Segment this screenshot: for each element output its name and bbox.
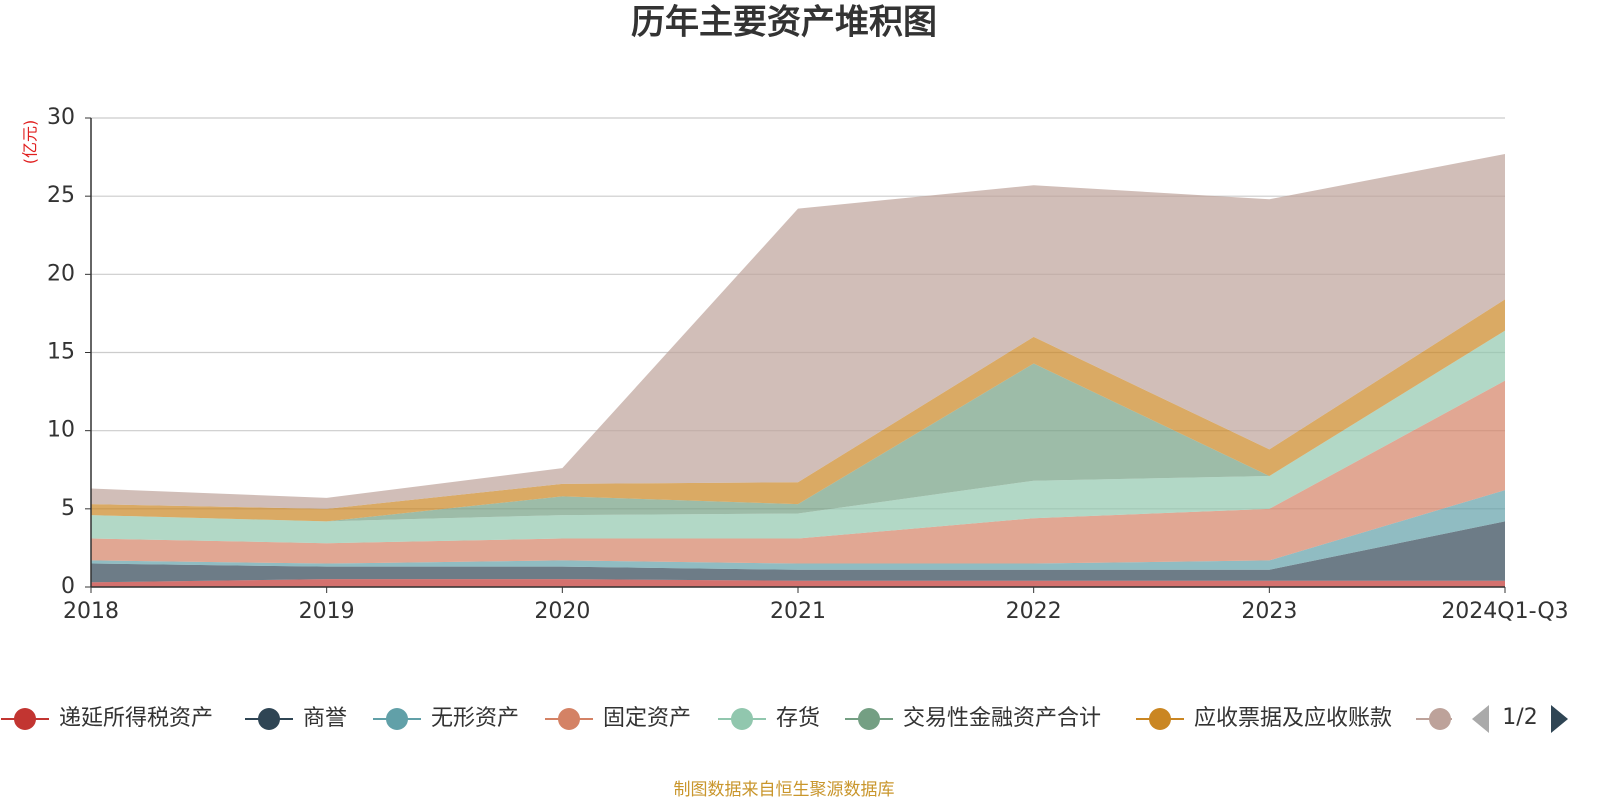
legend-label[interactable]: 商誉: [303, 706, 347, 731]
x-tick-label: 2018: [63, 599, 119, 624]
legend-label[interactable]: 交易性金融资产合计: [903, 706, 1101, 731]
area: [91, 153, 1505, 509]
y-tick-label: 20: [47, 261, 75, 286]
source-note: 制图数据来自恒生聚源数据库: [674, 780, 895, 800]
x-tick-label: 2024Q1-Q3: [1441, 599, 1568, 624]
legend-icon: [258, 708, 280, 730]
x-tick-label: 2023: [1241, 599, 1297, 624]
legend-icon: [558, 708, 580, 730]
area: [91, 330, 1505, 544]
legend-prev[interactable]: [1472, 705, 1489, 733]
legend-icon: [386, 708, 408, 730]
x-tick-label: 2021: [770, 599, 826, 624]
legend-page: 1/2: [1502, 705, 1537, 730]
y-tick-label: 15: [47, 340, 75, 365]
chart-title: 历年主要资产堆积图: [631, 3, 937, 43]
legend-icon: [1429, 708, 1451, 730]
y-tick-label: 10: [47, 418, 75, 443]
y-tick-label: 25: [47, 183, 75, 208]
legend-label[interactable]: 存货: [776, 706, 820, 731]
legend-label[interactable]: 递延所得税资产: [59, 706, 213, 731]
y-tick-label: 0: [61, 574, 75, 599]
legend-label[interactable]: 应收票据及应收账款: [1194, 706, 1392, 731]
y-axis-label: (亿元): [21, 120, 40, 165]
legend-icon: [1149, 708, 1171, 730]
x-tick-label: 2019: [299, 599, 355, 624]
legend-icon: [858, 708, 880, 730]
x-tick-label: 2020: [534, 599, 590, 624]
legend-icon: [14, 708, 36, 730]
legend-next[interactable]: [1551, 705, 1568, 733]
legend-label[interactable]: 无形资产: [431, 706, 519, 731]
area: [91, 579, 1505, 587]
y-tick-label: 5: [61, 496, 75, 521]
legend-icon: [731, 708, 753, 730]
area: [91, 330, 1505, 522]
area: [91, 380, 1505, 564]
y-tick-label: 30: [47, 105, 75, 130]
legend-label[interactable]: 固定资产: [603, 706, 691, 731]
area: [91, 521, 1505, 583]
x-tick-label: 2022: [1006, 599, 1062, 624]
